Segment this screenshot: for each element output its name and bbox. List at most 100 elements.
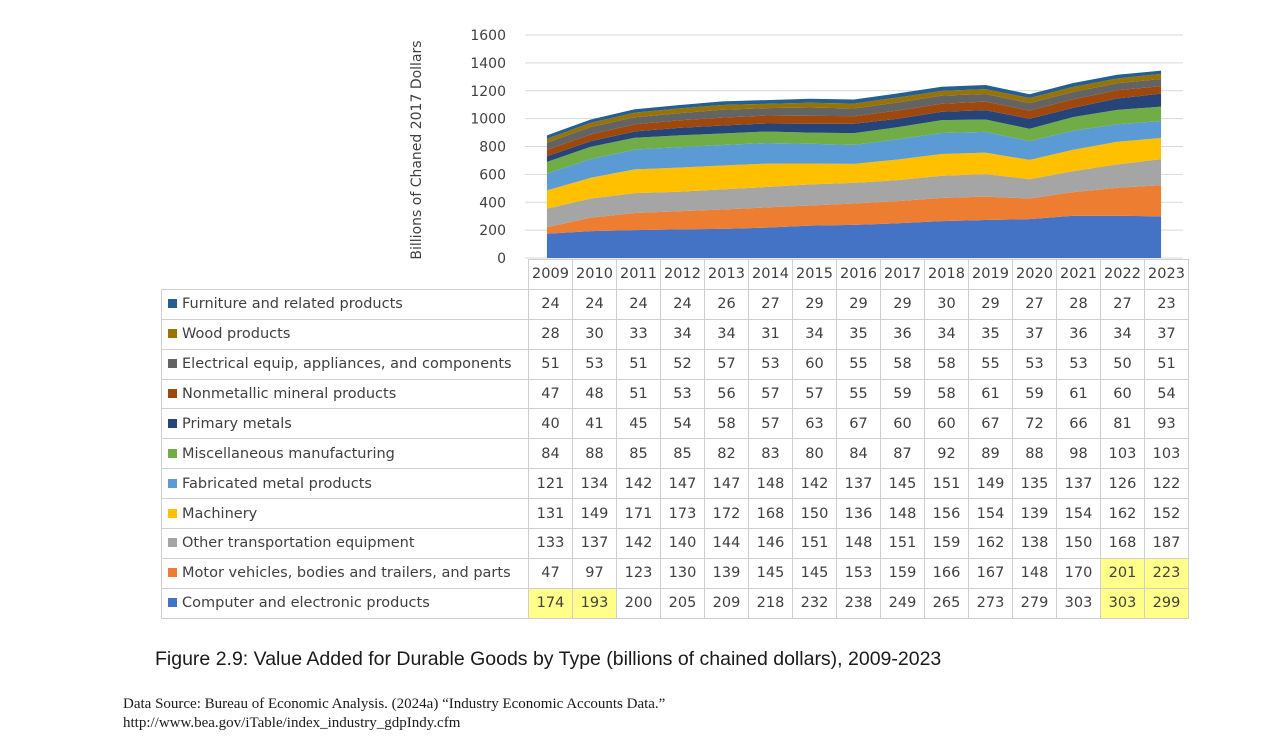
series-label: Primary metals [161,408,529,440]
data-cell: 51 [528,348,573,380]
data-cell: 154 [1056,498,1101,530]
data-cell: 140 [660,528,705,559]
data-cell: 57 [792,378,837,410]
data-cell: 130 [660,557,705,589]
data-cell: 27 [748,288,793,320]
area-computer-and-electronic-products [546,215,1162,258]
series-label: Fabricated metal products [161,468,529,500]
chart: 0 200 400 600 800 1000 1200 1400 1600 Billions o… [409,28,1183,267]
legend-key [168,568,177,578]
data-cell: 273 [968,587,1013,619]
series-name: Motor vehicles, bodies and trailers, and… [182,565,511,582]
year-header: 2009 [528,259,573,290]
year-header: 2013 [704,259,749,290]
data-cell: 34 [704,318,749,350]
data-cell: 151 [880,528,925,559]
data-cell: 126 [1100,468,1145,500]
y-tick-label: 200 [479,223,506,239]
source-url: http://www.bea.gov/iTable/index_industry… [123,715,461,731]
y-tick-label: 0 [497,251,506,267]
series-name: Furniture and related products [182,296,403,313]
legend-key [168,418,177,428]
data-cell: 149 [572,498,617,530]
data-cell: 200 [616,587,661,619]
series-label: Electrical equip, appliances, and compon… [161,348,529,380]
year-header: 2021 [1056,259,1101,290]
data-cell: 31 [748,318,793,350]
data-cell: 299 [1144,587,1189,619]
series-name: Fabricated metal products [182,475,372,492]
y-tick-label: 1600 [470,28,506,44]
year-header: 2011 [616,259,661,290]
data-cell: 139 [704,557,749,589]
data-cell: 59 [880,378,925,410]
data-cell: 159 [924,528,969,559]
data-source: Data Source: Bureau of Economic Analysis… [123,695,665,733]
data-cell: 134 [572,468,617,500]
y-axis-ticks: 0 200 400 600 800 1000 1200 1400 1600 [470,28,506,267]
legend-key [168,389,177,398]
data-cell: 58 [924,348,969,380]
legend-key [168,508,177,518]
data-cell: 209 [704,587,749,619]
data-cell: 47 [528,557,573,589]
table-row: Miscellaneous manufacturing 84 88 85 85 82 83 8… [161,438,1189,470]
data-cell: 24 [528,288,573,320]
data-cell: 145 [792,557,837,589]
data-cell: 201 [1100,557,1145,589]
data-cell: 53 [748,348,793,380]
data-cell: 137 [1056,468,1101,500]
data-cell: 28 [528,318,573,350]
data-cell: 187 [1144,528,1189,559]
data-cell: 40 [528,408,573,440]
series-label: Computer and electronic products [161,587,529,619]
data-cell: 139 [1012,498,1057,530]
table-row: Fabricated metal products 121 134 142 147 147… [161,468,1189,500]
data-cell: 232 [792,587,837,619]
data-cell: 24 [660,288,705,320]
data-cell: 98 [1056,438,1101,470]
data-cell: 121 [528,468,573,500]
data-cell: 53 [660,378,705,410]
data-cell: 148 [748,468,793,500]
figure-caption: Figure 2.9: Value Added for Durable Good… [155,648,942,670]
data-cell: 55 [836,348,881,380]
data-cell: 168 [748,498,793,530]
data-cell: 24 [572,288,617,320]
data-cell: 144 [704,528,749,559]
table-row: Electrical equip, appliances, and compon… [161,348,1189,380]
legend-key [168,598,177,608]
data-cell: 45 [616,408,661,440]
series-name: Wood products [182,326,291,343]
area-nonmetallic-mineral-products [546,86,1162,157]
data-cell: 147 [660,468,705,500]
y-tick-label: 400 [479,195,506,211]
data-cell: 61 [968,378,1013,410]
data-cell: 149 [968,468,1013,500]
data-cell: 135 [1012,468,1057,500]
year-header: 2019 [968,259,1013,290]
data-cell: 67 [836,408,881,440]
data-cell: 50 [1100,348,1145,380]
data-cell: 27 [1100,288,1145,320]
data-cell: 137 [836,468,881,500]
year-header: 2020 [1012,259,1057,290]
data-cell: 53 [1056,348,1101,380]
year-header: 2016 [836,259,881,290]
series-label: Other transportation equipment [161,528,529,559]
area-other-transportation-equipment [546,159,1162,228]
data-cell: 36 [1056,318,1101,350]
area-wood-products [546,73,1162,143]
data-cell: 249 [880,587,925,619]
data-cell: 83 [748,438,793,470]
data-cell: 156 [924,498,969,530]
data-cell: 60 [924,408,969,440]
data-cell: 34 [1100,318,1145,350]
data-cell: 33 [616,318,661,350]
year-header: 2017 [880,259,925,290]
series-name: Computer and electronic products [182,595,430,612]
data-cell: 54 [1144,378,1189,410]
stacked-areas [546,70,1162,258]
data-cell: 174 [528,587,573,619]
data-cell: 218 [748,587,793,619]
